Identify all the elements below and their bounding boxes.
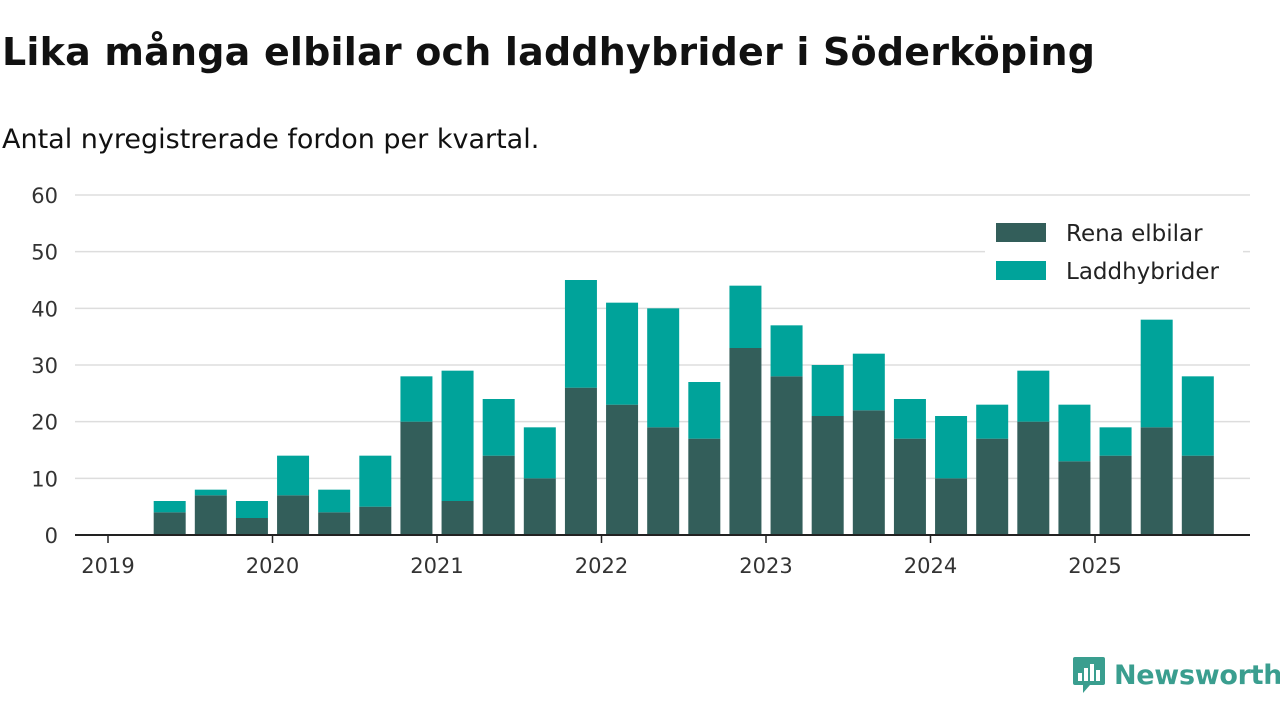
newsworthy-logo: Newsworthy bbox=[1072, 655, 1280, 695]
bar-rena-elbilar bbox=[400, 421, 433, 535]
bar-laddhybrider bbox=[277, 455, 310, 496]
bar-laddhybrider bbox=[194, 489, 227, 496]
bar-rena-elbilar bbox=[523, 478, 556, 535]
bar-rena-elbilar bbox=[1140, 427, 1173, 535]
bar-rena-elbilar bbox=[893, 438, 926, 535]
bar-laddhybrider bbox=[400, 376, 433, 422]
bar-laddhybrider bbox=[441, 370, 474, 501]
bar-rena-elbilar bbox=[647, 427, 680, 535]
bar-laddhybrider bbox=[1017, 370, 1050, 422]
newsworthy-logo-icon bbox=[1073, 657, 1105, 693]
bar-laddhybrider bbox=[1058, 404, 1091, 462]
y-tick-label: 50 bbox=[31, 241, 58, 265]
bar-laddhybrider bbox=[1099, 427, 1132, 456]
legend-label: Laddhybrider bbox=[1066, 259, 1219, 285]
y-tick-label: 20 bbox=[31, 411, 58, 435]
bar-rena-elbilar bbox=[153, 512, 186, 535]
bar-laddhybrider bbox=[811, 365, 844, 416]
bar-laddhybrider bbox=[1140, 319, 1173, 428]
bar-laddhybrider bbox=[1181, 376, 1214, 456]
y-tick-label: 60 bbox=[31, 184, 58, 208]
bar-laddhybrider bbox=[647, 308, 680, 428]
bar-laddhybrider bbox=[482, 399, 515, 456]
bar-rena-elbilar bbox=[976, 438, 1009, 535]
bar-laddhybrider bbox=[688, 382, 721, 439]
bar-rena-elbilar bbox=[729, 348, 762, 535]
legend-swatch bbox=[996, 261, 1046, 280]
chart-subtitle: Antal nyregistrerade fordon per kvartal. bbox=[2, 124, 540, 155]
bar-laddhybrider bbox=[976, 404, 1009, 439]
bar-rena-elbilar bbox=[482, 455, 515, 535]
bar-rena-elbilar bbox=[935, 478, 968, 535]
bar-rena-elbilar bbox=[564, 387, 597, 535]
bar-rena-elbilar bbox=[1058, 461, 1091, 535]
x-tick-label: 2024 bbox=[904, 554, 957, 578]
bar-laddhybrider bbox=[235, 501, 268, 518]
y-tick-label: 40 bbox=[31, 297, 58, 321]
y-tick-label: 0 bbox=[45, 524, 58, 548]
bar-rena-elbilar bbox=[1017, 421, 1050, 535]
y-tick-label: 10 bbox=[31, 467, 58, 491]
bar-laddhybrider bbox=[564, 280, 597, 388]
bar-rena-elbilar bbox=[606, 404, 639, 535]
bar-laddhybrider bbox=[153, 501, 186, 513]
y-tick-label: 30 bbox=[31, 354, 58, 378]
bar-rena-elbilar bbox=[811, 416, 844, 535]
bar-laddhybrider bbox=[935, 416, 968, 479]
bar-rena-elbilar bbox=[277, 495, 310, 535]
x-tick-label: 2019 bbox=[81, 554, 134, 578]
bar-rena-elbilar bbox=[441, 501, 474, 535]
newsworthy-logo-text: Newsworthy bbox=[1114, 659, 1280, 691]
bar-rena-elbilar bbox=[194, 495, 227, 535]
bar-rena-elbilar bbox=[235, 518, 268, 535]
bar-laddhybrider bbox=[893, 399, 926, 439]
legend-swatch bbox=[996, 223, 1046, 242]
bar-rena-elbilar bbox=[1099, 455, 1132, 535]
bar-rena-elbilar bbox=[770, 376, 803, 535]
bar-laddhybrider bbox=[359, 455, 392, 507]
x-tick-label: 2025 bbox=[1068, 554, 1121, 578]
bar-rena-elbilar bbox=[318, 512, 351, 535]
bar-laddhybrider bbox=[318, 489, 351, 513]
legend-label: Rena elbilar bbox=[1066, 221, 1203, 247]
x-tick-label: 2020 bbox=[246, 554, 299, 578]
chart-title: Lika många elbilar och laddhybrider i Sö… bbox=[2, 30, 1096, 74]
x-tick-label: 2022 bbox=[575, 554, 628, 578]
bar-rena-elbilar bbox=[688, 438, 721, 535]
bar-rena-elbilar bbox=[1181, 455, 1214, 535]
x-tick-label: 2023 bbox=[739, 554, 792, 578]
bar-laddhybrider bbox=[770, 325, 803, 377]
bar-laddhybrider bbox=[523, 427, 556, 479]
bar-laddhybrider bbox=[606, 302, 639, 405]
bar-laddhybrider bbox=[729, 285, 762, 348]
x-tick-label: 2021 bbox=[410, 554, 463, 578]
bar-laddhybrider bbox=[852, 353, 885, 411]
bar-rena-elbilar bbox=[852, 410, 885, 535]
bar-rena-elbilar bbox=[359, 506, 392, 535]
